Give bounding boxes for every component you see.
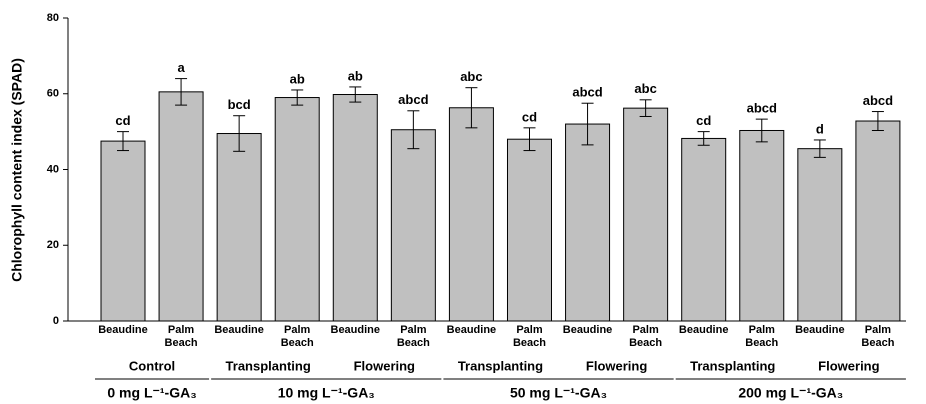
significance-letter: abcd	[398, 92, 428, 107]
subgroup-label: Transplanting	[690, 358, 775, 373]
significance-letter: abc	[460, 69, 482, 84]
subgroup-label: Flowering	[354, 358, 415, 373]
y-tick-label: 40	[47, 163, 59, 175]
bar	[797, 148, 843, 322]
significance-letter: cd	[115, 113, 130, 128]
significance-letter: cd	[522, 109, 537, 124]
y-tick-label: 20	[47, 239, 59, 251]
significance-letter: bcd	[228, 97, 251, 112]
group-label: 50 mg L⁻¹-GA₃	[510, 385, 607, 401]
x-tick-label: Palm Beach	[396, 324, 430, 349]
bar	[855, 120, 901, 322]
x-tick-label: Beaudine	[562, 324, 613, 336]
x-tick-label: Palm Beach	[745, 324, 779, 349]
significance-letter: abcd	[572, 85, 602, 100]
x-tick-label: Beaudine	[446, 324, 497, 336]
x-tick-label: Beaudine	[795, 324, 845, 336]
subgroup-label: Transplanting	[458, 358, 543, 373]
significance-letter: cd	[696, 113, 711, 128]
x-tick-label: Beaudine	[214, 324, 264, 336]
x-tick-label: Palm Beach	[861, 324, 895, 349]
subgroup-label: Flowering	[586, 358, 647, 373]
bar	[739, 129, 785, 322]
bar	[216, 133, 262, 322]
bar	[158, 91, 204, 322]
x-tick-label: Palm Beach	[280, 324, 314, 349]
x-tick-label: Beaudine	[98, 324, 148, 336]
x-tick-label: Palm Beach	[164, 324, 198, 349]
bar	[565, 123, 611, 322]
subgroup-label: Control	[129, 358, 175, 373]
bar	[100, 140, 146, 322]
bar	[681, 137, 727, 322]
x-tick-label: Beaudine	[678, 324, 729, 336]
y-tick-label: 0	[53, 315, 59, 327]
bar	[448, 107, 494, 322]
group-label: 10 mg L⁻¹-GA₃	[278, 385, 375, 401]
y-tick-label: 80	[47, 12, 59, 24]
bar	[390, 129, 436, 322]
significance-letter: a	[177, 60, 185, 75]
significance-letter: abc	[634, 81, 656, 96]
subgroup-label: Flowering	[818, 358, 879, 373]
x-tick-label: Palm Beach	[512, 324, 546, 349]
significance-letter: abcd	[747, 101, 777, 116]
bar	[623, 107, 669, 322]
significance-letter: abcd	[863, 93, 893, 108]
x-tick-label: Beaudine	[330, 324, 381, 336]
significance-letter: ab	[290, 71, 305, 86]
bar	[506, 138, 552, 322]
y-axis-title: Chlorophyll content index (SPAD)	[9, 58, 25, 282]
group-label: 200 mg L⁻¹-GA₃	[738, 385, 843, 401]
x-tick-label: Palm Beach	[629, 324, 663, 349]
bar	[274, 97, 320, 322]
significance-letter: d	[816, 121, 824, 136]
bar	[332, 94, 378, 322]
y-tick-label: 60	[47, 88, 59, 100]
significance-letter: ab	[348, 68, 363, 83]
subgroup-label: Transplanting	[226, 358, 311, 373]
group-label: 0 mg L⁻¹-GA₃	[107, 385, 196, 401]
